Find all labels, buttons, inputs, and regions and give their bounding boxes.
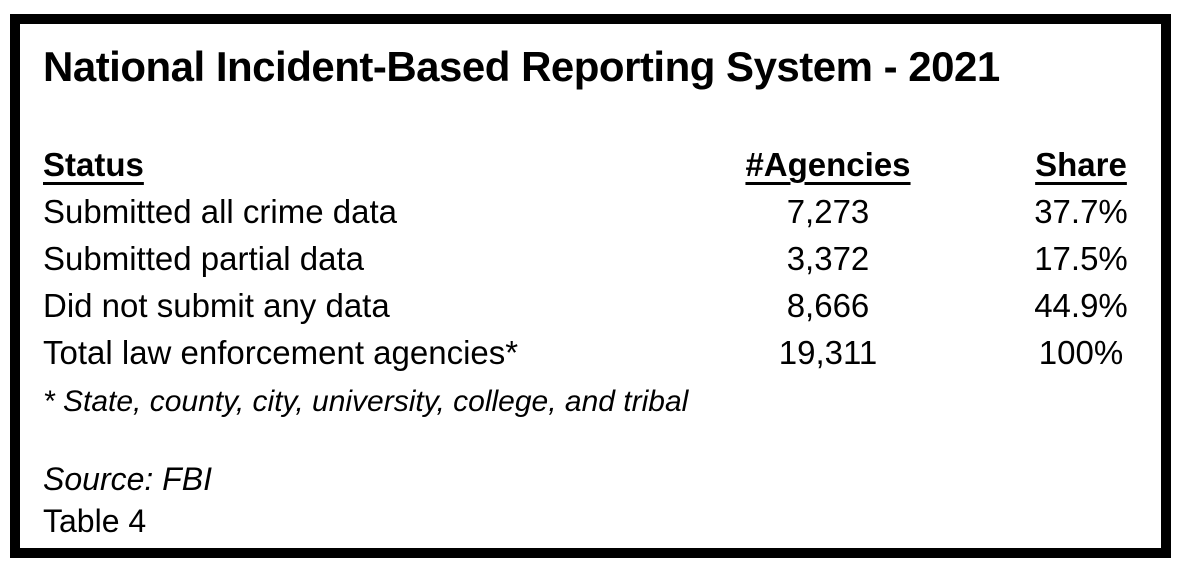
row-share-value: 44.9% (1034, 287, 1128, 324)
table-row: Submitted partial data 3,372 17.5% (43, 235, 1161, 282)
table-row: Submitted all crime data 7,273 37.7% (43, 188, 1161, 235)
column-spacer (959, 282, 1001, 329)
row-agencies-value: 7,273 (786, 193, 870, 230)
row-share-value: 100% (1038, 334, 1124, 371)
column-spacer (959, 188, 1001, 235)
page-title: National Incident-Based Reporting System… (43, 43, 1000, 90)
table-header-row: Status #Agencies Share (43, 141, 1161, 188)
row-status-label: Total law enforcement agencies* (43, 334, 519, 371)
table-card: National Incident-Based Reporting System… (10, 14, 1171, 558)
row-status-label: Submitted all crime data (43, 193, 397, 230)
row-share-value: 37.7% (1034, 193, 1128, 230)
column-header-share: Share (1035, 146, 1127, 183)
column-spacer (959, 235, 1001, 282)
column-spacer (959, 329, 1001, 376)
row-agencies-value: 3,372 (786, 240, 870, 277)
row-status-label: Submitted partial data (43, 240, 365, 277)
row-status-label: Did not submit any data (43, 287, 390, 324)
row-agencies-value: 8,666 (786, 287, 870, 324)
table-row-total: Total law enforcement agencies* 19,311 1… (43, 329, 1161, 376)
source-line: Source: FBI (43, 461, 212, 497)
table-label: Table 4 (43, 503, 147, 539)
footnote: * State, county, city, university, colle… (43, 385, 689, 418)
row-share-value: 17.5% (1034, 240, 1128, 277)
table-row: Did not submit any data 8,666 44.9% (43, 282, 1161, 329)
column-header-status: Status (43, 146, 144, 183)
column-header-agencies: #Agencies (745, 146, 911, 183)
column-spacer (959, 141, 1001, 188)
row-agencies-value: 19,311 (778, 334, 878, 371)
